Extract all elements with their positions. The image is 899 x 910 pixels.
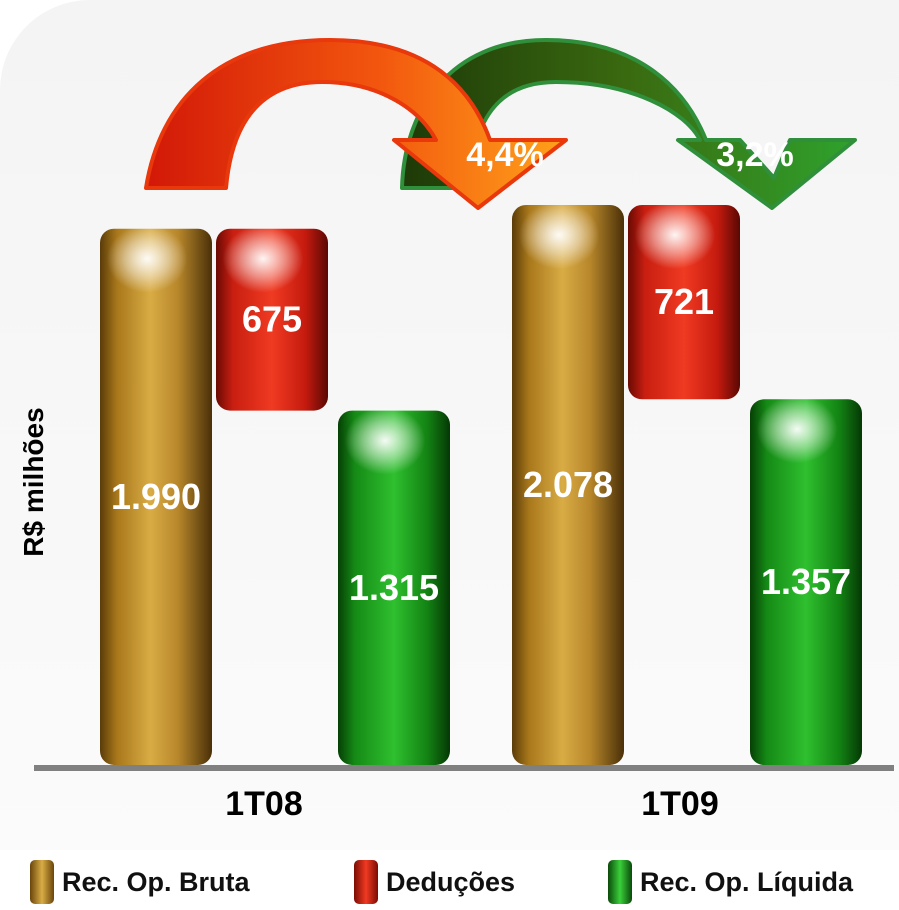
legend-item-gross: Rec. Op. Bruta: [30, 860, 250, 904]
y-axis-label: R$ milhões: [18, 407, 49, 557]
bar-deductions-1t08: 675: [216, 224, 328, 411]
legend-label-deductions: Deduções: [386, 866, 516, 897]
bar-label-net-1t09: 1.357: [761, 561, 851, 602]
legend-item-net: Rec. Op. Líquida: [608, 860, 853, 904]
bar-net-1t08: 1.315: [338, 406, 450, 765]
bar-body-net-1t09: [750, 399, 862, 765]
bar-label-deductions-1t09: 721: [654, 281, 714, 322]
bar-deductions-1t09: 721: [628, 200, 740, 400]
legend-label-net: Rec. Op. Líquida: [640, 866, 854, 897]
legend-swatch-net: [608, 860, 632, 904]
category-label-1t09: 1T09: [641, 785, 719, 823]
bar-body-gross-1t08: [100, 228, 212, 765]
legend-label-gross: Rec. Op. Bruta: [62, 866, 250, 897]
bar-highlight-gross-1t08: [106, 224, 188, 293]
bar-highlight-net-1t08: [344, 406, 426, 475]
bars-layer: 1.990 675 1.315 2.078 721 1.357: [100, 200, 862, 765]
growth-arrow-net: [400, 38, 857, 210]
legend-swatch-gross: [30, 860, 54, 904]
bar-body-gross-1t09: [512, 204, 624, 765]
growth-label-gross: 4,4%: [466, 136, 544, 174]
bar-highlight-deductions-1t08: [222, 224, 304, 293]
bar-label-deductions-1t08: 675: [242, 299, 302, 340]
legend-item-deductions: Deduções: [354, 860, 515, 904]
legend-swatch-deductions: [354, 860, 378, 904]
bar-label-gross-1t08: 1.990: [111, 476, 201, 517]
bar-label-net-1t08: 1.315: [349, 567, 439, 608]
bar-highlight-net-1t09: [756, 395, 838, 464]
bar-gross-1t09: 2.078: [512, 200, 624, 765]
chart-canvas: 1.990 675 1.315 2.078 721 1.357 4,4% 3,2% 1T0…: [34, 38, 894, 823]
bar-net-1t09: 1.357: [750, 395, 862, 765]
legend: Rec. Op. Bruta Deduções Rec. Op. Líquida: [0, 860, 899, 910]
bar-body-net-1t08: [338, 410, 450, 765]
growth-arrow-gross: [144, 38, 568, 210]
growth-label-net: 3,2%: [716, 136, 794, 174]
bar-gross-1t08: 1.990: [100, 224, 212, 765]
bar-highlight-deductions-1t09: [634, 200, 716, 269]
x-axis-baseline: [34, 765, 894, 771]
bar-highlight-gross-1t09: [518, 200, 600, 269]
category-label-1t08: 1T08: [225, 785, 303, 823]
bar-label-gross-1t09: 2.078: [523, 464, 613, 505]
